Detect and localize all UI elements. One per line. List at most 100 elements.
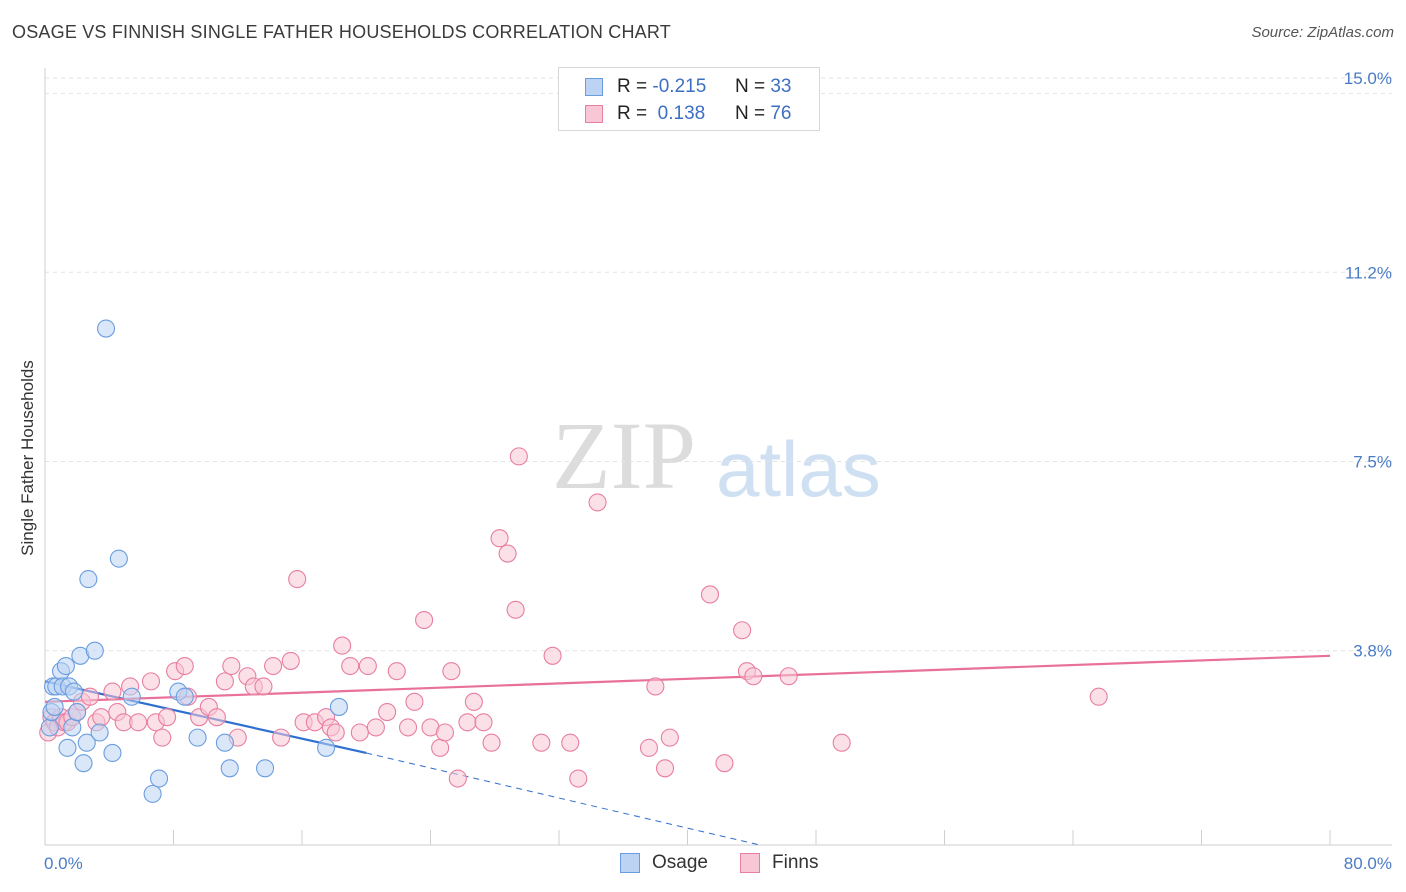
- finns-point: [532, 733, 551, 752]
- watermark-zip: ZIP: [552, 402, 696, 509]
- finns-point: [341, 656, 360, 676]
- finns-point: [700, 585, 720, 604]
- finns-point: [387, 662, 406, 681]
- osage-point: [143, 784, 162, 803]
- bottom-osage-label: Osage: [652, 852, 708, 873]
- bottom-legend-osage: Osage: [620, 852, 708, 874]
- finns-n-value: 76: [770, 103, 792, 124]
- correlation-legend: R = -0.215 N = 33 R = 0.138 N = 76: [558, 67, 820, 131]
- osage-point: [56, 656, 75, 676]
- osage-point: [256, 759, 275, 778]
- finns-point: [733, 621, 752, 640]
- finns-point: [464, 692, 483, 711]
- finns-point: [458, 713, 477, 732]
- osage-point: [220, 759, 239, 778]
- chart-title: OSAGE VS FINNISH SINGLE FATHER HOUSEHOLD…: [12, 22, 671, 42]
- finns-point: [509, 447, 528, 466]
- finns-point: [175, 656, 194, 676]
- axes: [44, 68, 1392, 846]
- finns-point: [498, 544, 517, 563]
- finns-point: [92, 708, 111, 727]
- finns-point: [350, 723, 369, 742]
- finns-point: [660, 728, 679, 747]
- finns-point: [442, 662, 461, 681]
- finns-point: [326, 723, 345, 742]
- finns-point: [832, 733, 851, 752]
- osage-point: [96, 319, 116, 338]
- osage-point: [40, 718, 59, 737]
- x-tick-label-max: 80.0%: [1344, 854, 1392, 873]
- osage-point: [58, 738, 77, 757]
- osage-point: [109, 549, 128, 568]
- finns-point: [1089, 687, 1108, 706]
- finns-point: [431, 738, 450, 757]
- finns-point: [103, 682, 122, 701]
- finns-point: [506, 600, 525, 619]
- finns-point: [272, 728, 291, 747]
- osage-point: [188, 728, 207, 747]
- finns-point: [264, 656, 283, 676]
- osage-point: [74, 754, 93, 773]
- osage-point: [317, 738, 336, 757]
- y-tick-label: 11.2%: [1345, 263, 1392, 282]
- finns-point: [448, 769, 467, 788]
- finns-r-label: R =: [617, 103, 648, 124]
- finns-point: [474, 713, 493, 732]
- osage-trend-extension: [366, 752, 760, 846]
- osage-point: [45, 697, 64, 716]
- osage-point: [215, 733, 234, 752]
- bottom-legend-finns: Finns: [740, 852, 818, 874]
- finns-point: [715, 754, 734, 773]
- osage-point: [77, 733, 96, 752]
- finns-point: [569, 769, 588, 788]
- finns-point: [646, 677, 665, 696]
- finns-point: [153, 728, 172, 747]
- finns-point: [80, 687, 100, 706]
- finns-point: [415, 610, 434, 630]
- finns-swatch: [585, 105, 603, 123]
- finns-point: [254, 677, 273, 696]
- gridlines: [45, 77, 1392, 652]
- legend-row-osage: R = -0.215 N = 33: [585, 74, 791, 100]
- osage-n-label: N =: [734, 76, 766, 97]
- finns-point: [655, 759, 675, 778]
- finns-n-label: N =: [734, 103, 766, 124]
- bottom-osage-swatch: [620, 853, 640, 873]
- osage-point: [68, 703, 87, 722]
- finns-point: [222, 656, 241, 676]
- osage-point: [103, 743, 122, 763]
- osage-point: [63, 718, 82, 737]
- finns-point: [333, 636, 352, 655]
- source-credit: Source: ZipAtlas.com: [1251, 24, 1394, 41]
- y-tick-label: 3.8%: [1353, 642, 1392, 661]
- y-tick-label: 15.0%: [1344, 69, 1392, 88]
- bottom-finns-label: Finns: [772, 852, 819, 873]
- finns-point: [378, 703, 397, 722]
- osage-point: [149, 769, 169, 788]
- osage-r-value: -0.215: [652, 76, 707, 97]
- osage-point: [85, 641, 104, 660]
- finns-point: [435, 723, 455, 742]
- finns-point: [129, 713, 148, 732]
- x-tick-label-min: 0.0%: [44, 854, 83, 873]
- osage-point: [175, 687, 194, 706]
- legend-row-finns: R = 0.138 N = 76: [585, 101, 791, 127]
- finns-point: [405, 692, 424, 711]
- finns-point: [543, 646, 562, 665]
- watermark-atlas: atlas: [716, 425, 881, 513]
- finns-point: [358, 656, 377, 676]
- osage-point: [64, 682, 83, 701]
- y-tick-label: 7.5%: [1353, 453, 1392, 472]
- bottom-finns-swatch: [740, 853, 760, 873]
- osage-point: [122, 687, 141, 706]
- osage-point: [90, 723, 109, 742]
- finns-point: [744, 667, 763, 686]
- osage-swatch: [585, 78, 603, 96]
- trend-lines: [44, 654, 1331, 846]
- data-points: [39, 319, 1108, 803]
- finns-point: [141, 672, 161, 691]
- tick-labels: 3.8% 7.5% 11.2% 15.0% 0.0% 80.0%: [44, 69, 1392, 873]
- finns-point: [158, 708, 177, 727]
- osage-n-value: 33: [770, 76, 792, 97]
